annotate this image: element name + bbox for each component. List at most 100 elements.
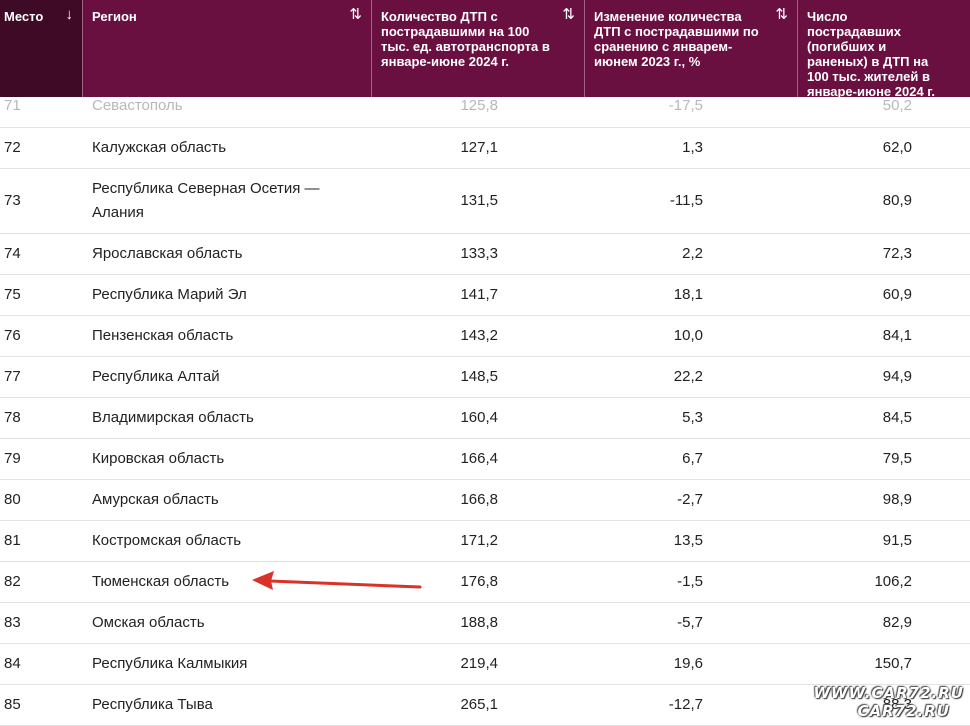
cell-place: 71: [0, 84, 82, 127]
cell-place-text: 72: [4, 139, 21, 156]
cell-region: Республика Алтай: [82, 357, 371, 397]
cell-victims-text: 82,9: [882, 614, 912, 631]
cell-region: Амурская область: [82, 480, 371, 520]
cell-accidents-text: 176,8: [460, 573, 498, 590]
cell-accidents-text: 127,1: [460, 139, 498, 156]
cell-change-text: 10,0: [673, 327, 703, 344]
cell-change-text: -2,7: [677, 491, 703, 508]
cell-place-text: 82: [4, 573, 21, 590]
cell-change-text: -17,5: [668, 96, 703, 114]
cell-change: -5,7: [584, 603, 797, 643]
sort-toggle-icon[interactable]: ⇅: [349, 6, 362, 23]
cell-victims-text: 72,3: [882, 245, 912, 262]
cell-place: 81: [0, 521, 82, 561]
cell-accidents: 127,1: [371, 128, 584, 168]
cell-accidents-text: 125,8: [460, 96, 498, 114]
cell-place-text: 78: [4, 409, 21, 426]
cell-region-text: Республика Калмыкия: [92, 655, 248, 672]
cell-change: 19,6: [584, 644, 797, 684]
column-header-accidents[interactable]: Количество ДТП с пострадавшими на 100 ты…: [371, 0, 584, 97]
table-row: 80 Амурская область 166,8 -2,7 98,9: [0, 480, 970, 521]
cell-victims: 84,1: [797, 316, 970, 356]
cell-victims: 84,5: [797, 398, 970, 438]
cell-place-text: 73: [4, 192, 21, 209]
cell-region-text: Тюменская область: [92, 573, 230, 590]
cell-victims: 98,9: [797, 480, 970, 520]
cell-accidents: 131,5: [371, 169, 584, 233]
cell-change-text: 5,3: [682, 409, 703, 426]
cell-victims: 82,9: [797, 603, 970, 643]
cell-accidents: 166,8: [371, 480, 584, 520]
cell-region: Владимирская область: [82, 398, 371, 438]
cell-victims-text: 79,5: [882, 450, 912, 467]
column-header-change[interactable]: Изменение количества ДТП с пострадавшими…: [584, 0, 797, 97]
cell-victims-text: 60,9: [882, 286, 912, 303]
cell-region: Кировская область: [82, 439, 371, 479]
cell-place-text: 80: [4, 491, 21, 508]
cell-region: Республика Северная Осетия — Алания: [82, 169, 371, 233]
cell-region: Пензенская область: [82, 316, 371, 356]
sort-toggle-icon[interactable]: ⇅: [775, 6, 788, 23]
red-arrow-annotation-icon: [252, 571, 422, 590]
cell-victims-text: 84,5: [882, 409, 912, 426]
cell-region: Республика Марий Эл: [82, 275, 371, 315]
sort-descending-icon[interactable]: ↓: [65, 6, 74, 23]
cell-victims: 94,9: [797, 357, 970, 397]
cell-victims-text: 80,9: [882, 192, 912, 209]
column-header-label: Число пострадавших (погибших и раненых) …: [807, 9, 936, 99]
cell-region-text: Республика Северная Осетия — Алания: [92, 180, 320, 221]
column-header-label: Количество ДТП с пострадавшими на 100 ты…: [381, 9, 550, 69]
cell-accidents: 171,2: [371, 521, 584, 561]
cell-change: 18,1: [584, 275, 797, 315]
cell-change-text: 1,3: [682, 139, 703, 156]
cell-change-text: -1,5: [677, 573, 703, 590]
cell-place-text: 84: [4, 655, 21, 672]
cell-change: 5,3: [584, 398, 797, 438]
cell-change-text: -12,7: [668, 696, 703, 713]
cell-victims: 60,9: [797, 275, 970, 315]
table-row: 81 Костромская область 171,2 13,5 91,5: [0, 521, 970, 562]
cell-victims: 150,7: [797, 644, 970, 684]
cell-change-text: -5,7: [677, 614, 703, 631]
table-row: 75 Республика Марий Эл 141,7 18,1 60,9: [0, 275, 970, 316]
cell-region-text: Пензенская область: [92, 327, 234, 344]
sort-toggle-icon[interactable]: ⇅: [562, 6, 575, 23]
cell-change-text: 13,5: [673, 532, 703, 549]
cell-region-text: Ярославская область: [92, 245, 243, 262]
column-header-label: Регион: [92, 9, 137, 24]
cell-victims: 80,9: [797, 169, 970, 233]
table-row: 83 Омская область 188,8 -5,7 82,9: [0, 603, 970, 644]
table-row: 79 Кировская область 166,4 6,7 79,5: [0, 439, 970, 480]
cell-place-text: 83: [4, 614, 21, 631]
cell-change: -11,5: [584, 169, 797, 233]
column-header-place[interactable]: Место ↓: [0, 0, 82, 97]
table-row: 82 Тюменская область 176,8 -1,5 106,2: [0, 562, 970, 603]
cell-change-text: 22,2: [673, 368, 703, 385]
cell-region-text: Калужская область: [92, 139, 227, 156]
cell-place-text: 71: [4, 96, 21, 114]
cell-place-text: 81: [4, 532, 21, 549]
cell-accidents: 160,4: [371, 398, 584, 438]
cell-place: 73: [0, 169, 82, 233]
watermark-line-2: CAR72.RU: [857, 702, 950, 720]
table-header: Место ↓ Регион ⇅ Количество ДТП с постра…: [0, 0, 970, 99]
cell-change-text: 19,6: [673, 655, 703, 672]
cell-change: 10,0: [584, 316, 797, 356]
cell-place: 72: [0, 128, 82, 168]
cell-change: 22,2: [584, 357, 797, 397]
cell-region: Тюменская область: [82, 562, 371, 602]
cell-accidents: 133,3: [371, 234, 584, 274]
cell-victims-text: 84,1: [882, 327, 912, 344]
cell-victims-text: 98,9: [882, 491, 912, 508]
table-row: 72 Калужская область 127,1 1,3 62,0: [0, 128, 970, 169]
cell-victims-text: 50,2: [882, 96, 912, 114]
column-header-label: Изменение количества ДТП с пострадавшими…: [594, 9, 759, 69]
cell-accidents: 265,1: [371, 685, 584, 725]
cell-region-text: Республика Марий Эл: [92, 286, 247, 303]
column-header-victims[interactable]: Число пострадавших (погибших и раненых) …: [797, 0, 970, 99]
column-header-region[interactable]: Регион ⇅: [82, 0, 371, 97]
cell-place-text: 85: [4, 696, 21, 713]
cell-place: 76: [0, 316, 82, 356]
cell-change-text: 18,1: [673, 286, 703, 303]
cell-place-text: 75: [4, 286, 21, 303]
